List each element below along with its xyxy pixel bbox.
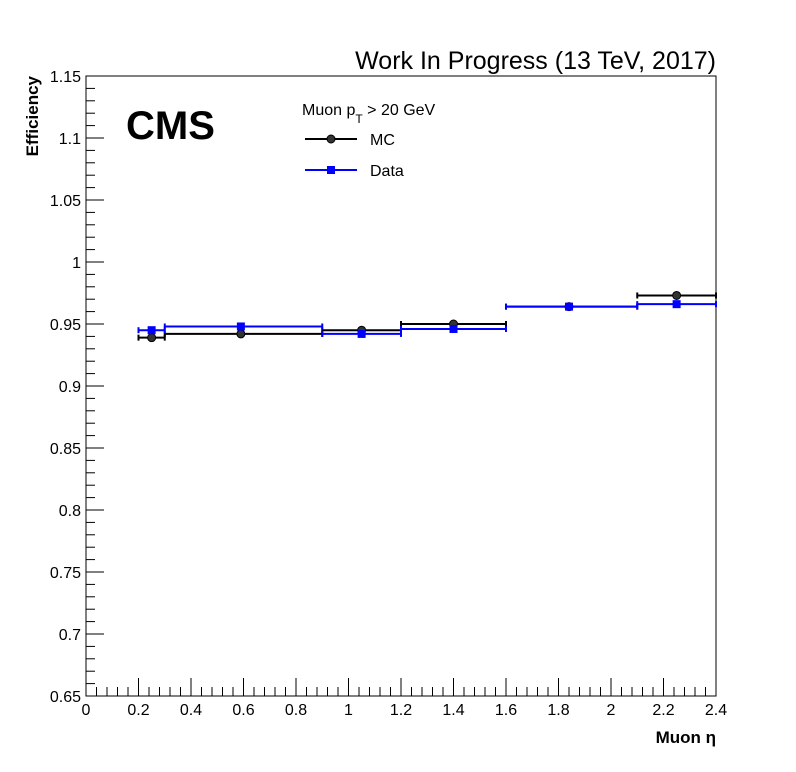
- x-tick-label: 1.4: [442, 702, 464, 719]
- x-tick-label: 2.2: [652, 702, 674, 719]
- x-tick-label: 0.8: [285, 702, 307, 719]
- x-axis-ticks: 0 0.2 0.4 0.6 0.8 1 1.2 1.4 1.6 1.8 2 2.2 2.4: [82, 678, 727, 719]
- legend-item-data: Data: [305, 163, 404, 180]
- data-point: [147, 326, 156, 335]
- y-tick-label: 0.9: [59, 379, 81, 396]
- legend-item-mc: MC: [305, 132, 395, 149]
- y-tick-label: 0.95: [50, 317, 81, 334]
- series-data: [137, 300, 717, 338]
- y-tick-label: 1.15: [50, 69, 81, 86]
- legend-header: Muon pT > 20 GeV: [302, 102, 436, 126]
- x-tick-label: 0.2: [127, 702, 149, 719]
- x-tick-label: 1: [344, 702, 353, 719]
- y-tick-label: 0.7: [59, 627, 81, 644]
- data-point: [672, 290, 682, 300]
- data-point: [236, 322, 245, 331]
- y-tick-label: 0.65: [50, 689, 81, 706]
- y-tick-label: 0.8: [59, 503, 81, 520]
- y-axis-title: Efficiency: [23, 75, 42, 156]
- series-layer: [137, 290, 717, 343]
- x-tick-label: 2: [607, 702, 616, 719]
- legend-marker: [326, 134, 336, 144]
- x-tick-label: 0.6: [232, 702, 254, 719]
- chart-title: Work In Progress (13 TeV, 2017): [355, 47, 716, 75]
- legend: MC Data: [305, 132, 404, 180]
- data-point: [672, 300, 681, 309]
- y-tick-label: 1.05: [50, 193, 81, 210]
- data-point: [147, 333, 157, 343]
- legend-marker: [327, 166, 335, 174]
- data-point: [449, 324, 458, 333]
- y-tick-label: 0.85: [50, 441, 81, 458]
- legend-label: MC: [370, 132, 395, 149]
- y-axis-ticks: 0.65 0.7 0.75 0.8 0.85 0.9 0.95 1 1.05 1.1 1.15: [50, 69, 104, 706]
- x-tick-label: 2.4: [705, 702, 727, 719]
- y-tick-label: 1: [72, 255, 81, 272]
- y-tick-label: 0.75: [50, 565, 81, 582]
- x-tick-label: 0: [82, 702, 91, 719]
- x-tick-label: 1.8: [547, 702, 569, 719]
- data-point: [565, 302, 573, 311]
- data-point: [357, 329, 366, 338]
- legend-header-prefix: Muon p: [302, 102, 355, 119]
- legend-header-suffix: > 20 GeV: [363, 102, 436, 119]
- experiment-label: CMS: [126, 104, 215, 148]
- x-tick-label: 1.6: [495, 702, 517, 719]
- legend-header-subscript: T: [355, 112, 363, 126]
- legend-label: Data: [370, 163, 404, 180]
- data-point: [236, 329, 246, 339]
- x-tick-label: 0.4: [180, 702, 202, 719]
- x-axis-title: Muon η: [656, 728, 716, 747]
- x-tick-label: 1.2: [390, 702, 412, 719]
- y-tick-label: 1.1: [59, 131, 81, 148]
